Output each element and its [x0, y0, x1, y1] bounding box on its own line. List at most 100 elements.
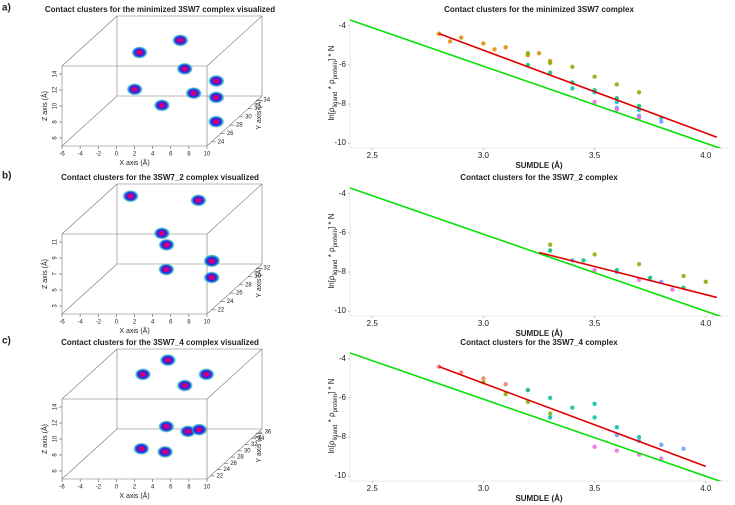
fit-line [438, 365, 707, 468]
point [458, 35, 464, 40]
x-tick-label: -2 [96, 152, 102, 158]
point [547, 248, 553, 253]
fit-line [350, 352, 722, 481]
y-axis-label: Y axis (Å) [254, 267, 263, 297]
z-tick-label: 14 [53, 403, 59, 410]
point [503, 391, 508, 397]
z-tick-label: 8 [53, 453, 59, 457]
panel-label: b) [2, 171, 11, 182]
point [592, 74, 597, 79]
z-tick-label: 9 [53, 256, 59, 260]
point [447, 39, 453, 44]
y-tick-label: 28 [237, 455, 244, 461]
cluster [153, 227, 170, 240]
z-tick-label: 6 [53, 136, 59, 140]
cluster [153, 99, 170, 112]
box-edge [61, 183, 118, 235]
chart-title: Contact clusters for the 3SW7_4 complex [460, 338, 618, 347]
y-tick-label: -6 [339, 228, 347, 237]
cluster [172, 34, 189, 47]
x-axis-label: SUMDLE (Å) [515, 161, 562, 170]
point [681, 446, 686, 451]
cluster [203, 271, 220, 284]
point [614, 82, 620, 87]
point [636, 90, 642, 95]
y-tick-label: 30 [245, 114, 252, 120]
x-tick-label: 8 [187, 320, 191, 326]
y-axis-label-part: ligand [333, 425, 339, 441]
y-tick-label: 26 [236, 291, 243, 297]
cluster [185, 87, 202, 100]
y-tick-label: 32 [263, 266, 270, 272]
y-axis-label-part: ligand [333, 260, 339, 276]
x-tick-label: -6 [59, 152, 65, 158]
cluster [126, 83, 143, 96]
z-axis-label: Z axis (Å) [40, 91, 49, 121]
y-tick-label: 24 [218, 139, 225, 145]
x-axis-label: X axis (Å) [119, 491, 149, 500]
cluster [158, 238, 175, 251]
cluster [203, 255, 220, 268]
x-tick-label: 3.0 [478, 319, 490, 328]
point [670, 287, 675, 292]
x-tick-label: -4 [77, 320, 83, 326]
y-tick-label: -4 [339, 189, 347, 198]
y-tick-label: 32 [251, 442, 258, 448]
y-axis-label: ln[ρligand * ρprotein] * N [327, 378, 338, 453]
x-tick-label: 10 [204, 152, 211, 158]
box-edge [206, 428, 263, 480]
point [547, 60, 553, 66]
z-tick-label: 8 [53, 120, 59, 124]
cluster [208, 91, 225, 104]
box-edge [61, 348, 118, 400]
fit-line [538, 251, 718, 299]
point [592, 252, 597, 257]
point [547, 411, 553, 416]
chart-title: Contact clusters for the minimized 3SW7 … [444, 5, 634, 14]
point [703, 279, 708, 284]
point [647, 275, 653, 281]
cluster [159, 354, 176, 367]
point [547, 415, 553, 420]
x-tick-label: 10 [204, 485, 211, 491]
x-tick-label: 4.0 [700, 484, 712, 493]
chart-title: Contact clusters for the minimized 3SW7 … [45, 5, 275, 14]
y-axis-label-part: ] * N [327, 378, 336, 394]
point [614, 425, 620, 430]
x-axis-label: X axis (Å) [119, 158, 149, 167]
y-tick-label: -6 [339, 393, 347, 402]
x-tick-label: 6 [169, 152, 173, 158]
x-axis-label: SUMDLE (Å) [515, 329, 562, 338]
box-edge [206, 183, 263, 235]
point [525, 387, 531, 393]
panel-label: a) [2, 3, 11, 14]
point [681, 273, 686, 279]
point [525, 50, 531, 56]
z-tick-label: 12 [53, 419, 59, 426]
point [659, 119, 664, 124]
panel-label: c) [2, 336, 11, 347]
point [636, 115, 642, 120]
cluster [157, 445, 174, 458]
fit-line [438, 32, 718, 138]
point [458, 370, 464, 375]
plot-area [350, 187, 722, 316]
y-tick-label: 26 [230, 461, 237, 467]
x-tick-label: 2.5 [367, 484, 379, 493]
point [581, 258, 586, 263]
cluster [176, 379, 193, 392]
y-tick-label: 28 [245, 282, 252, 288]
box-edge [206, 15, 263, 67]
x-tick-label: 8 [187, 485, 191, 491]
y-axis-label-part: ln[ρ [327, 275, 336, 288]
y-axis-label-part: ligand [333, 92, 339, 108]
y-tick-label: 30 [244, 448, 251, 454]
x-tick-label: 0 [115, 152, 119, 158]
chart-title: Contact clusters for the 3SW7_4 complex … [61, 338, 259, 347]
x-tick-label: -2 [96, 485, 102, 491]
y-tick-label: 28 [236, 123, 243, 129]
x-tick-label: 4.0 [700, 319, 712, 328]
cluster [176, 62, 193, 75]
x-tick-label: -4 [77, 152, 83, 158]
